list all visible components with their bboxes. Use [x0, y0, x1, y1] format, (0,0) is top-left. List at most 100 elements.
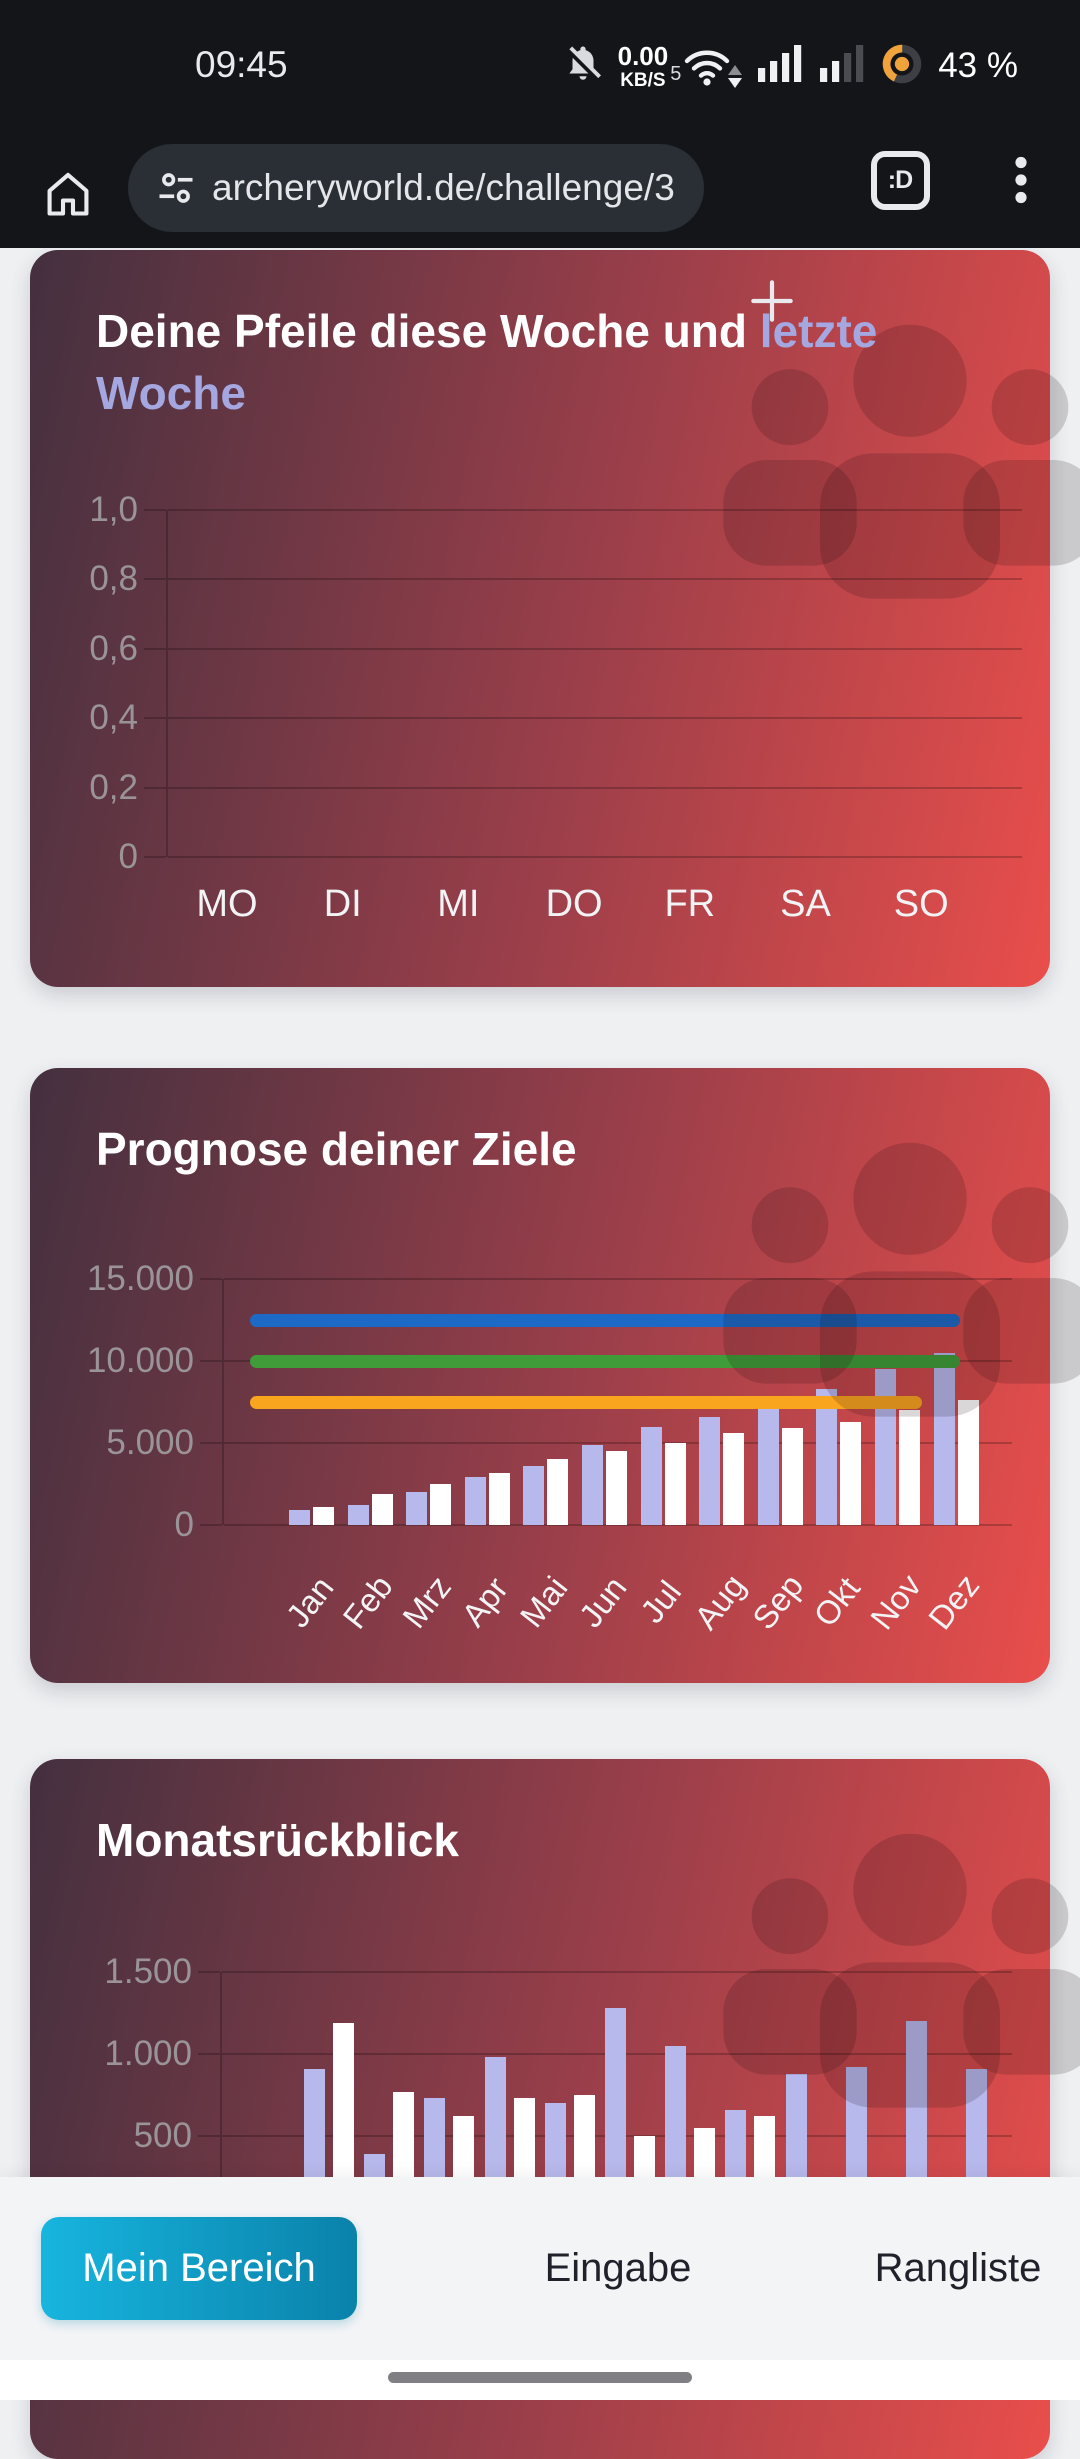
bar-primary [289, 1510, 310, 1525]
y-tick [198, 2053, 220, 2055]
y-tick [200, 1442, 222, 1444]
x-axis-label: Okt [806, 1570, 867, 1634]
site-settings-icon[interactable] [154, 166, 198, 210]
chart-plot-area [222, 1278, 1012, 1526]
bar-secondary [333, 2023, 354, 2218]
y-axis-label: 0,4 [89, 698, 138, 738]
y-axis-label: 5.000 [106, 1423, 194, 1462]
x-axis-label: Dez [921, 1567, 987, 1637]
x-axis-label: Nov [862, 1567, 928, 1637]
x-axis-label: Sep [745, 1567, 811, 1637]
y-tick [200, 1360, 222, 1362]
y-tick [200, 1278, 222, 1280]
y-tick [144, 647, 166, 650]
y-tick [198, 2135, 220, 2137]
nav-eingabe-button[interactable]: Eingabe [544, 2246, 692, 2290]
x-axis-label: MI [437, 883, 480, 925]
gridline [224, 1278, 1012, 1280]
y-axis-label: 1.500 [104, 1952, 192, 1991]
x-axis-label: Jul [633, 1573, 689, 1630]
x-axis-label: SO [893, 883, 949, 925]
x-axis-label: Apr [454, 1570, 516, 1634]
bar-secondary [488, 1473, 510, 1525]
x-axis-label: Mai [512, 1569, 575, 1635]
bar-secondary [547, 1459, 569, 1525]
clock: 09:45 [195, 44, 288, 85]
y-tick [144, 509, 166, 511]
url-text: archeryworld.de/challenge/3 [212, 167, 675, 208]
y-tick [144, 717, 166, 720]
bar-primary [699, 1417, 721, 1525]
bar-secondary [430, 1484, 452, 1525]
y-axis-label: 0 [174, 1505, 194, 1544]
target-line [250, 1355, 960, 1368]
bar-primary [875, 1369, 896, 1525]
status-bar: 09:45 0.00 KB/S 5 43 % [0, 0, 1080, 130]
bar-primary [464, 1477, 486, 1525]
url-bar[interactable]: archeryworld.de/challenge/3 [128, 144, 704, 232]
x-axis-label: Feb [335, 1567, 400, 1636]
x-axis-label: Mrz [394, 1568, 458, 1635]
bar-primary [757, 1404, 779, 1525]
bar-primary [906, 2021, 927, 2218]
new-tab-button[interactable] [742, 271, 802, 331]
y-axis-label: 10.000 [86, 1341, 194, 1380]
chart-plot-area [166, 509, 1022, 858]
signal-strength-icon [756, 42, 804, 91]
x-axis-label: DI [323, 883, 362, 925]
gridline [168, 578, 1022, 581]
gridline [168, 786, 1022, 789]
bottom-navigation: Mein Bereich Eingabe Rangliste [0, 2177, 1080, 2360]
title-accent-letzte-woche: letzte Woche [96, 305, 878, 419]
x-axis-label: MO [196, 883, 258, 925]
bar-secondary [957, 1400, 979, 1525]
bar-secondary [664, 1443, 686, 1525]
nav-rangliste-button[interactable]: Rangliste [874, 2246, 1042, 2290]
x-axis-label: Aug [686, 1567, 752, 1637]
bar-secondary [723, 1433, 745, 1525]
card-month-review-title: Monatsrückblick [96, 1814, 459, 1866]
x-axis-label: Jun [571, 1569, 634, 1635]
x-axis-label: FR [664, 883, 716, 925]
bar-primary [816, 1389, 838, 1525]
notifications-muted-icon [562, 43, 604, 90]
y-tick [200, 1524, 222, 1526]
bar-secondary [313, 1507, 334, 1525]
gesture-handle[interactable] [388, 2372, 692, 2383]
card-forecast-title: Prognose deiner Ziele [96, 1123, 577, 1175]
tab-switcher-button[interactable]: :D [870, 150, 930, 210]
bar-primary [523, 1466, 545, 1525]
y-axis-label: 500 [133, 2116, 192, 2155]
bar-secondary [840, 1422, 862, 1525]
browser-menu-button[interactable] [996, 150, 1046, 210]
card-goal-forecast: Prognose deiner Ziele 15.000 10.000 5.000 0… [30, 1068, 1080, 1683]
target-line [250, 1314, 960, 1327]
gridline [168, 647, 1022, 650]
bar-primary [605, 2008, 626, 2218]
nav-mein-bereich-button[interactable]: Mein Bereich [41, 2217, 357, 2320]
y-axis-label: 0,2 [89, 767, 138, 807]
y-tick [144, 786, 166, 789]
bar-secondary [371, 1494, 393, 1525]
status-icons: 0.00 KB/S 5 43 % [562, 38, 1018, 94]
bar-secondary [899, 1410, 920, 1525]
wifi-icon: 5 [670, 44, 743, 88]
network-speed: 0.00 KB/S [617, 40, 669, 91]
bar-primary [406, 1492, 428, 1525]
y-axis-label: 15.000 [86, 1259, 194, 1298]
gridline [224, 1524, 1012, 1526]
bar-primary [933, 1353, 955, 1525]
system-gesture-area [0, 2360, 1080, 2400]
gridline [224, 1442, 1012, 1444]
card-weekly-title: Deine Pfeile diese Woche und letzte Woch… [96, 305, 878, 419]
gridline [168, 509, 1022, 511]
gridline [168, 717, 1022, 720]
bar-primary [582, 1445, 603, 1525]
y-axis-label: 0,6 [89, 628, 138, 668]
target-line [250, 1396, 922, 1409]
bar-secondary [781, 1428, 803, 1525]
x-axis-label: SA [780, 883, 831, 925]
y-tick [144, 578, 166, 581]
y-axis-label: 0,8 [89, 559, 138, 599]
home-button[interactable] [36, 162, 100, 226]
